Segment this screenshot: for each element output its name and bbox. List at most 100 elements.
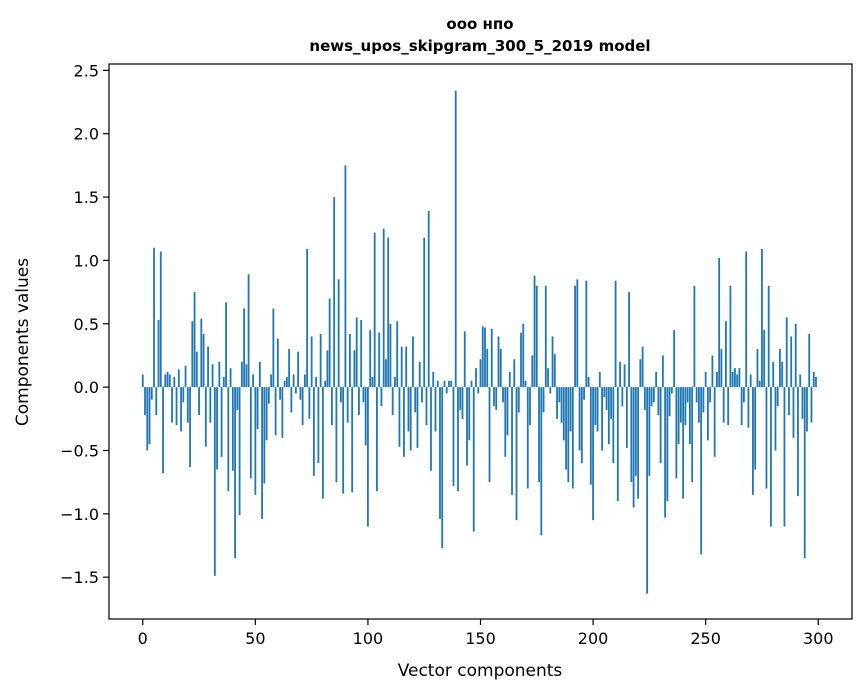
bar-253 — [711, 355, 714, 388]
bar-146 — [470, 380, 473, 388]
bar-139 — [454, 90, 457, 388]
bar-168 — [520, 332, 522, 388]
bar-107 — [382, 228, 385, 388]
bar-89 — [342, 387, 345, 494]
bar-250 — [704, 371, 707, 388]
bar-246 — [695, 387, 698, 403]
bar-86 — [335, 387, 338, 483]
bar-50 — [254, 387, 257, 495]
bar-242 — [686, 387, 689, 403]
bar-9 — [162, 387, 164, 474]
bar-62 — [281, 387, 284, 438]
bar-269 — [747, 387, 750, 428]
bar-46 — [245, 364, 248, 388]
x-tick-label-150: 150 — [465, 629, 496, 648]
bar-8 — [159, 251, 162, 388]
x-tick-label-0: 0 — [138, 629, 148, 648]
bar-173 — [531, 355, 534, 388]
bar-181 — [549, 387, 552, 394]
bar-268 — [745, 251, 748, 388]
bar-53 — [261, 387, 263, 519]
bar-123 — [418, 361, 421, 388]
bar-1 — [144, 387, 146, 415]
bar-145 — [468, 387, 471, 441]
bar-27 — [202, 333, 205, 388]
bar-34 — [218, 361, 221, 388]
bar-4 — [150, 387, 153, 400]
bar-271 — [752, 387, 754, 495]
bar-213 — [621, 387, 624, 407]
bar-262 — [731, 371, 734, 388]
bar-54 — [263, 387, 266, 484]
bar-187 — [562, 387, 565, 441]
bar-102 — [371, 376, 374, 388]
bar-44 — [240, 361, 243, 388]
bar-164 — [511, 387, 513, 495]
bar-185 — [558, 387, 561, 403]
bar-159 — [499, 349, 502, 388]
bar-240 — [682, 387, 685, 499]
bar-170 — [524, 380, 527, 388]
bar-165 — [513, 359, 516, 388]
bar-119 — [409, 387, 412, 451]
bar-278 — [767, 285, 770, 388]
bar-37 — [225, 302, 227, 388]
bar-272 — [754, 387, 757, 470]
bar-23 — [193, 292, 196, 388]
bar-61 — [279, 387, 282, 400]
bar-266 — [740, 387, 743, 426]
bar-25 — [198, 387, 200, 415]
bar-286 — [785, 317, 788, 388]
bar-57 — [270, 374, 273, 388]
bar-140 — [457, 387, 459, 492]
bar-142 — [461, 387, 464, 419]
bar-209 — [612, 387, 615, 464]
bar-189 — [567, 387, 570, 483]
x-tick-label-100: 100 — [353, 629, 384, 648]
bar-201 — [594, 387, 597, 426]
bar-293 — [801, 387, 804, 419]
bar-182 — [551, 336, 554, 388]
bar-294 — [803, 387, 806, 559]
bar-135 — [445, 387, 448, 394]
bar-66 — [290, 387, 293, 413]
bar-215 — [625, 387, 628, 448]
bar-297 — [810, 387, 813, 423]
bar-77 — [315, 376, 318, 388]
y-tick-label-8: 2.5 — [74, 61, 99, 80]
bar-100 — [367, 387, 369, 527]
bar-144 — [466, 387, 468, 466]
bar-161 — [504, 387, 507, 457]
bar-228 — [655, 371, 658, 388]
bar-179 — [544, 285, 547, 388]
bar-116 — [403, 387, 405, 457]
bar-202 — [596, 387, 599, 432]
bar-117 — [405, 346, 408, 388]
bar-288 — [790, 336, 793, 388]
bar-112 — [394, 376, 396, 388]
y-tick-label-7: 2.0 — [74, 125, 99, 144]
bar-200 — [592, 387, 594, 521]
bar-55 — [265, 387, 268, 441]
bar-45 — [243, 308, 245, 388]
bar-273 — [756, 349, 759, 388]
bar-150 — [479, 359, 482, 388]
bar-151 — [481, 326, 484, 388]
bar-292 — [799, 374, 802, 388]
bar-110 — [389, 323, 392, 388]
bar-221 — [639, 359, 642, 388]
bar-60 — [276, 338, 279, 388]
bar-211 — [616, 387, 619, 502]
bar-72 — [303, 374, 306, 388]
bar-251 — [707, 387, 709, 441]
bar-155 — [490, 328, 493, 388]
bar-5 — [153, 247, 155, 388]
bar-152 — [484, 327, 486, 388]
bar-10 — [164, 374, 167, 388]
bar-83 — [328, 298, 331, 388]
bar-36 — [222, 376, 225, 388]
bar-255 — [716, 371, 718, 388]
bar-24 — [195, 351, 198, 388]
bar-175 — [535, 285, 538, 388]
